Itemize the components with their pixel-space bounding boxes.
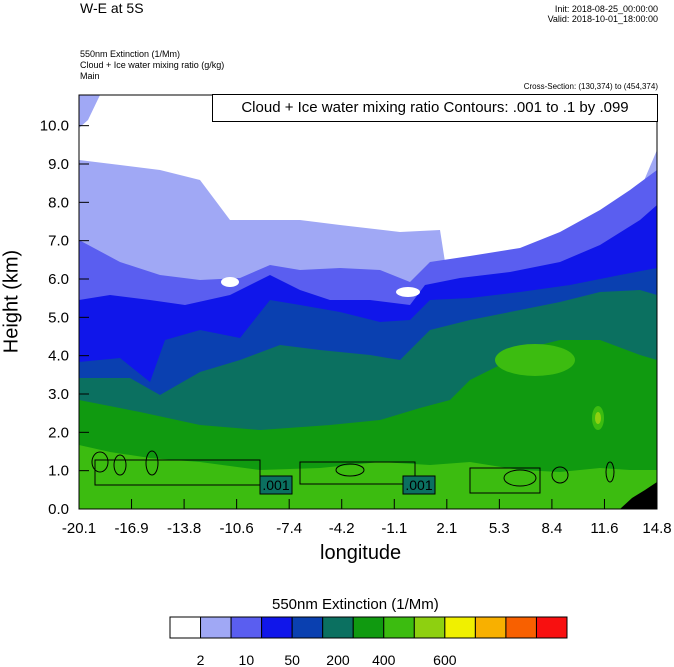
colorbar-tick-label: 400 — [372, 652, 396, 667]
colorbar-swatch — [291, 616, 324, 639]
colorbar-swatch — [474, 616, 507, 639]
x-tick-label: 11.6 — [590, 520, 618, 537]
contour-label: .001 — [262, 477, 289, 493]
x-tick-label: 5.3 — [489, 520, 510, 537]
contour-info-box: Cloud + Ice water mixing ratio Contours:… — [212, 94, 658, 122]
colorbar-swatch — [444, 616, 476, 639]
y-tick-label: 5.0 — [48, 309, 69, 326]
y-tick-label: 2.0 — [48, 424, 69, 441]
chart-title: W-E at 5S — [80, 0, 144, 16]
field-label-extinction: 550nm Extinction (1/Mm) — [80, 49, 181, 59]
y-tick-label: 10.0 — [40, 118, 69, 135]
x-tick-label: -20.1 — [62, 520, 96, 537]
x-tick-label: -10.6 — [220, 520, 254, 537]
y-tick-label: 4.0 — [48, 348, 69, 365]
colorbar-swatch — [413, 616, 446, 639]
x-axis-label: longitude — [320, 542, 402, 564]
colorbar-swatch — [230, 616, 263, 639]
valid-time: Valid: 2018-10-01_18:00:00 — [547, 14, 658, 24]
colorbar-tick-label: 10 — [239, 652, 255, 667]
x-tick-label: 8.4 — [541, 520, 562, 537]
colorbar-swatch — [535, 616, 568, 639]
field-label-cloud-ice: Cloud + Ice water mixing ratio (g/kg) — [80, 60, 225, 70]
y-tick-label: 3.0 — [48, 386, 69, 403]
x-tick-label: -13.8 — [167, 520, 201, 537]
cross-section-label: Cross-Section: (130,374) to (454,374) — [523, 82, 658, 91]
x-axis: -20.1 -16.9 -13.8 -10.6 -7.4 -4.2 -1.1 2.1 5.3 8.… — [62, 499, 672, 537]
plot-field — [79, 95, 657, 509]
x-tick-label: -7.4 — [276, 520, 302, 537]
y-tick-label: 1.0 — [48, 463, 69, 480]
contour-label-box — [402, 475, 436, 495]
init-time: Init: 2018-08-25_00:00:00 — [554, 4, 658, 14]
colorbar-tick-label: 2 — [197, 652, 205, 667]
y-tick-label: 8.0 — [48, 194, 69, 211]
y-tick-label: 0.0 — [48, 501, 69, 518]
cloud-contours — [91, 450, 615, 494]
colorbar-swatch — [200, 616, 232, 639]
x-tick-label: -16.9 — [114, 520, 148, 537]
colorbar-swatch — [261, 616, 293, 639]
colorbar-swatch — [322, 616, 354, 639]
colorbar-tick-label: 50 — [284, 652, 300, 667]
x-tick-label: -4.2 — [329, 520, 355, 537]
colorbar-tick-label: 600 — [433, 652, 457, 667]
contour-labels: .001 .001 — [259, 475, 436, 495]
x-tick-label: -1.1 — [381, 520, 407, 537]
y-tick-label: 6.0 — [48, 271, 69, 288]
x-tick-label: 2.1 — [436, 520, 457, 537]
colorbar-swatch — [352, 616, 385, 639]
domain-label: Main — [80, 71, 100, 81]
contour-label: .001 — [405, 477, 432, 493]
colorbar: 2 10 50 200 400 600 — [169, 616, 568, 667]
colorbar-swatch — [383, 616, 415, 639]
y-axis: 0.0 1.0 2.0 3.0 4.0 5.0 6.0 7.0 8.0 9.0 10.0 — [40, 118, 89, 518]
y-tick-label: 7.0 — [48, 233, 69, 250]
colorbar-title: 550nm Extinction (1/Mm) — [272, 596, 439, 613]
y-axis-label: Height (km) — [0, 249, 23, 354]
colorbar-swatch — [169, 616, 202, 639]
contour-label-box — [259, 475, 293, 495]
y-tick-label: 9.0 — [48, 156, 69, 173]
colorbar-tick-label: 200 — [326, 652, 350, 667]
colorbar-swatch — [505, 616, 537, 639]
x-tick-label: 14.8 — [642, 520, 671, 537]
